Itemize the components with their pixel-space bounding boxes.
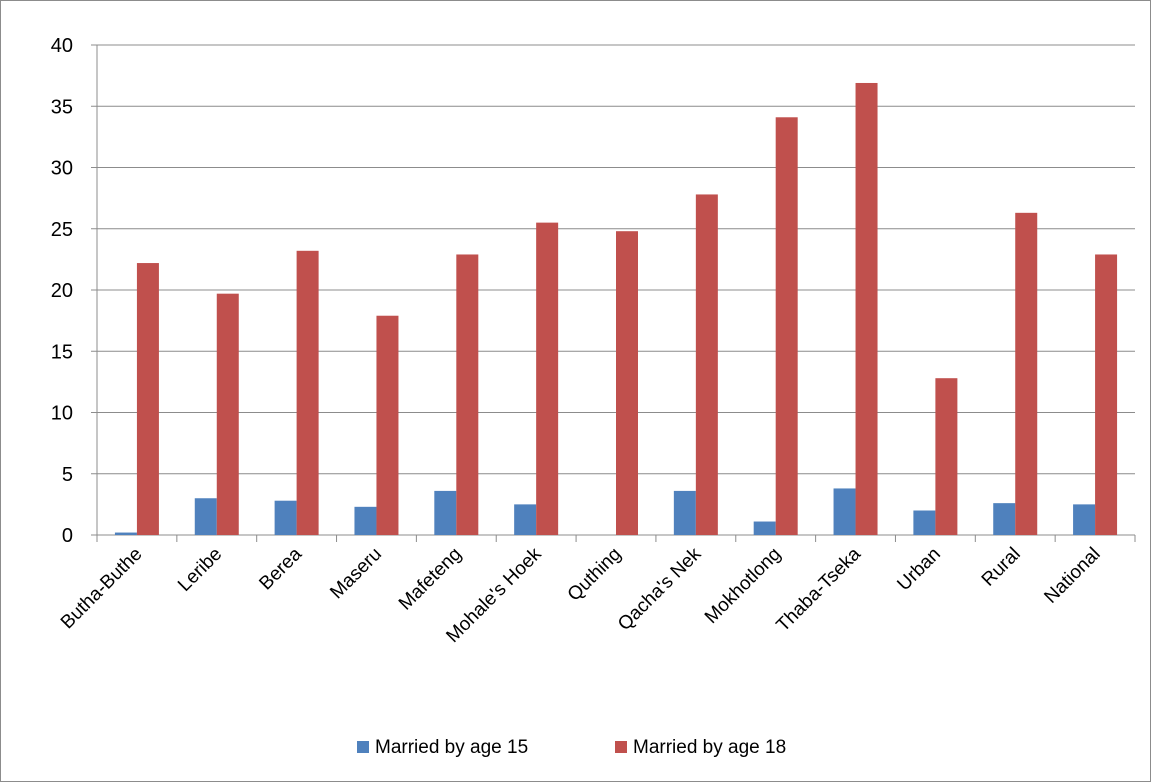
x-category-label: Berea (255, 543, 306, 594)
y-tick-label: 40 (51, 35, 73, 57)
axes (91, 44, 1136, 542)
bar-age-15 (434, 490, 457, 535)
x-category-label: Maseru (326, 544, 386, 604)
bar-age-15 (354, 506, 377, 535)
bar-age-15 (514, 504, 537, 535)
bar-age-18 (296, 250, 319, 536)
x-category-label: Butha-Buthe (57, 544, 147, 634)
bar-age-15 (753, 521, 776, 535)
x-category-label: Qacha's Nek (614, 543, 706, 635)
legend: Married by age 15 Married by age 18 (357, 737, 786, 758)
bar-age-15 (274, 500, 297, 535)
bar-age-15 (833, 488, 856, 535)
x-axis-category-labels: Butha-Buthe Leribe Berea Maseru MafetengMoha… (57, 543, 1105, 647)
bar-age-15 (1073, 504, 1096, 535)
x-category-label: Thaba-Tseka (773, 543, 866, 636)
bar-age-15 (194, 498, 217, 535)
bar-age-18 (855, 82, 878, 535)
bar-age-18 (1095, 254, 1118, 535)
bar-age-15 (993, 503, 1016, 535)
y-tick-label: 10 (51, 403, 73, 425)
x-category-label: Urban (893, 544, 944, 595)
bar-age-18 (456, 254, 479, 535)
bar-age-18 (376, 315, 399, 535)
bar-age-18 (695, 194, 718, 535)
y-tick-label: 35 (51, 96, 73, 118)
y-axis-tick-labels: 0 5 10 15 20 25 30 35 40 (51, 35, 73, 547)
x-category-label: National (1040, 544, 1104, 608)
bar-age-15 (913, 510, 936, 535)
legend-label: Married by age 15 (375, 737, 528, 758)
legend-swatch (615, 741, 627, 753)
bar-age-18 (775, 117, 798, 536)
bar-age-18 (616, 231, 638, 535)
x-category-label: Mafeteng (395, 544, 466, 615)
bar-age-18 (1015, 212, 1038, 535)
x-category-label: Leribe (174, 544, 226, 596)
bars (114, 82, 1118, 536)
x-category-label: Quthing (564, 544, 626, 606)
bar-age-18 (136, 263, 159, 535)
bar-age-18 (216, 293, 239, 535)
bar-age-15 (673, 490, 696, 535)
x-category-label: Mokhotlong (701, 544, 785, 628)
y-tick-label: 5 (62, 464, 73, 486)
bar-age-18 (536, 222, 559, 535)
bar-age-18 (935, 378, 958, 535)
y-tick-label: 15 (51, 341, 73, 363)
legend-label: Married by age 18 (633, 737, 786, 758)
legend-swatch (357, 741, 369, 753)
y-tick-label: 20 (51, 280, 73, 302)
y-tick-label: 0 (62, 525, 73, 547)
y-tick-label: 25 (51, 219, 73, 241)
bar-age-15 (114, 532, 137, 535)
y-tick-label: 30 (51, 158, 73, 180)
x-category-label: Rural (978, 544, 1025, 591)
